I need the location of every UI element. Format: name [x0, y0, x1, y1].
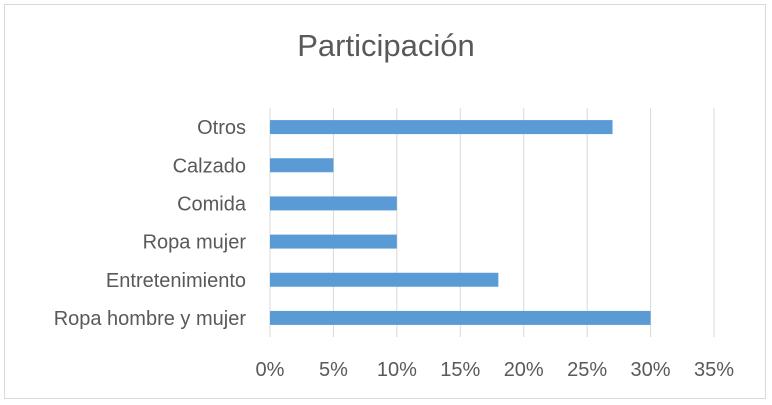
x-tick-label: 15%	[440, 359, 480, 381]
category-label: Comida	[177, 193, 247, 215]
x-tick-label: 25%	[567, 359, 607, 381]
bar	[270, 196, 397, 211]
x-tick-label: 10%	[377, 359, 417, 381]
x-tick-label: 20%	[504, 359, 544, 381]
category-label: Calzado	[173, 155, 246, 177]
bar	[270, 234, 397, 249]
category-label: Entretenimiento	[106, 270, 246, 292]
category-label: Ropa mujer	[143, 232, 247, 254]
bar	[270, 310, 651, 325]
x-tick-label: 35%	[694, 359, 734, 381]
bar	[270, 158, 334, 173]
x-tick-label: 0%	[256, 359, 285, 381]
x-tick-label: 5%	[319, 359, 348, 381]
bar	[270, 272, 499, 287]
x-tick-label: 30%	[631, 359, 671, 381]
chart-title: Participación	[297, 28, 475, 63]
category-label: Otros	[197, 117, 246, 139]
category-label: Ropa hombre y mujer	[54, 308, 247, 330]
bar	[270, 120, 613, 135]
